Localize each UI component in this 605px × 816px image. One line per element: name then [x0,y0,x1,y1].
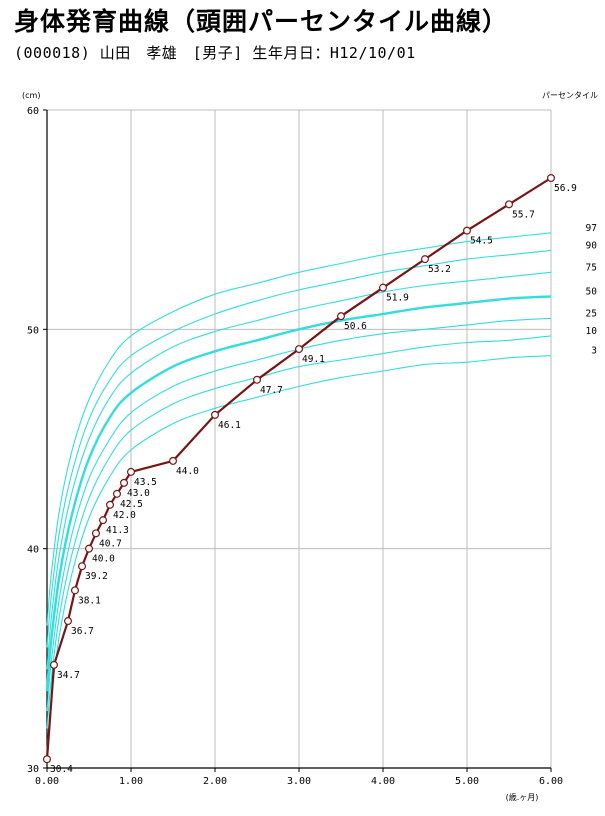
measurement-point [105,500,114,509]
measurement-point [463,226,472,235]
measurement-point [421,255,430,264]
measurement-label: 47.7 [260,385,283,396]
measurement-point [78,562,87,571]
y-axis-label: (cm) [22,91,40,100]
measurement-label: 40.0 [92,554,115,565]
x-tick-label: 1.00 [119,776,143,787]
x-axis-label: (歳.ヶ月) [506,792,539,802]
measurement-label: 30.4 [50,764,73,775]
measurement-point [99,516,108,525]
measurement-point [126,467,135,476]
percentile-curves [45,232,552,751]
chart-axes [43,109,552,772]
measurement-label: 34.7 [57,670,80,681]
x-tick-label: 6.00 [539,776,563,787]
measurement-point [505,200,514,209]
measurement-point [295,345,304,354]
measurement-point [63,617,72,626]
measurement-label: 46.1 [218,420,241,431]
measurement-series [42,173,555,764]
measurement-line [45,177,552,760]
y-tick-label: 60 [27,106,39,117]
percentile-label-3: 3 [591,346,597,357]
page-title: 身体発育曲線（頭囲パーセンタイル曲線） [14,7,509,36]
measurement-label: 42.5 [120,499,143,510]
measurement-label: 56.9 [554,183,577,194]
percentile-label-25: 25 [586,308,597,319]
percentile-curve-90 [46,249,552,648]
percentile-label-10: 10 [586,326,598,337]
measurement-point [42,755,51,764]
x-tick-label: 0.00 [35,776,59,787]
measurement-label: 44.0 [176,466,199,477]
measurement-label: 38.1 [78,595,101,606]
measurement-label: 50.6 [344,321,367,332]
percentile-curve-75 [46,271,552,670]
measurement-label: 43.5 [134,477,157,488]
percentile-curve-25 [46,317,552,712]
x-tick-label: 5.00 [455,776,479,787]
measurement-label: 40.7 [99,538,122,549]
measurement-point [84,544,93,553]
x-tick-label: 2.00 [203,776,227,787]
measurement-point [379,283,388,292]
measurement-point [211,410,220,419]
percentile-curve-3 [46,355,552,751]
percentile-curve-10 [46,335,552,729]
measurement-point [337,312,346,321]
percentile-heading: パーセンタイル [542,91,598,100]
percentile-label-75: 75 [586,262,597,273]
measurement-point [169,456,178,465]
measurement-point [120,478,129,487]
measurement-label: 36.7 [71,626,94,637]
measurement-point [253,375,262,384]
measurement-label: 39.2 [85,571,108,582]
patient-info: (000018) 山田 孝雄 [男子] 生年月日：H12/10/01 [14,44,416,62]
measurement-label: 43.0 [127,488,150,499]
percentile-label-90: 90 [586,240,598,251]
percentile-curve-50 [45,295,552,692]
measurement-label: 41.3 [106,525,129,536]
percentile-label-50: 50 [586,286,598,297]
measurement-point [49,660,58,669]
measurement-label: 42.0 [113,510,136,521]
measurement-point [70,586,79,595]
y-tick-label: 40 [27,545,39,556]
y-tick-label: 50 [27,325,39,336]
x-tick-label: 3.00 [287,776,311,787]
measurement-point [112,489,121,498]
y-tick-label: 30 [27,764,39,775]
percentile-label-97: 97 [586,223,597,234]
x-tick-label: 4.00 [371,776,395,787]
measurement-point [546,173,555,182]
chart-grid [47,109,552,768]
percentile-curve-97 [46,232,552,626]
measurement-point [91,529,100,538]
measurement-label: 51.9 [386,293,409,304]
chart-text: 0.00 1.00 2.00 3.00 4.00 5.00 6.00 30 40 50 60 (cm)… [22,91,598,802]
measurement-label: 55.7 [512,209,535,220]
measurement-label: 53.2 [428,264,451,275]
measurement-label: 49.1 [302,354,325,365]
measurement-label: 54.5 [470,236,493,247]
